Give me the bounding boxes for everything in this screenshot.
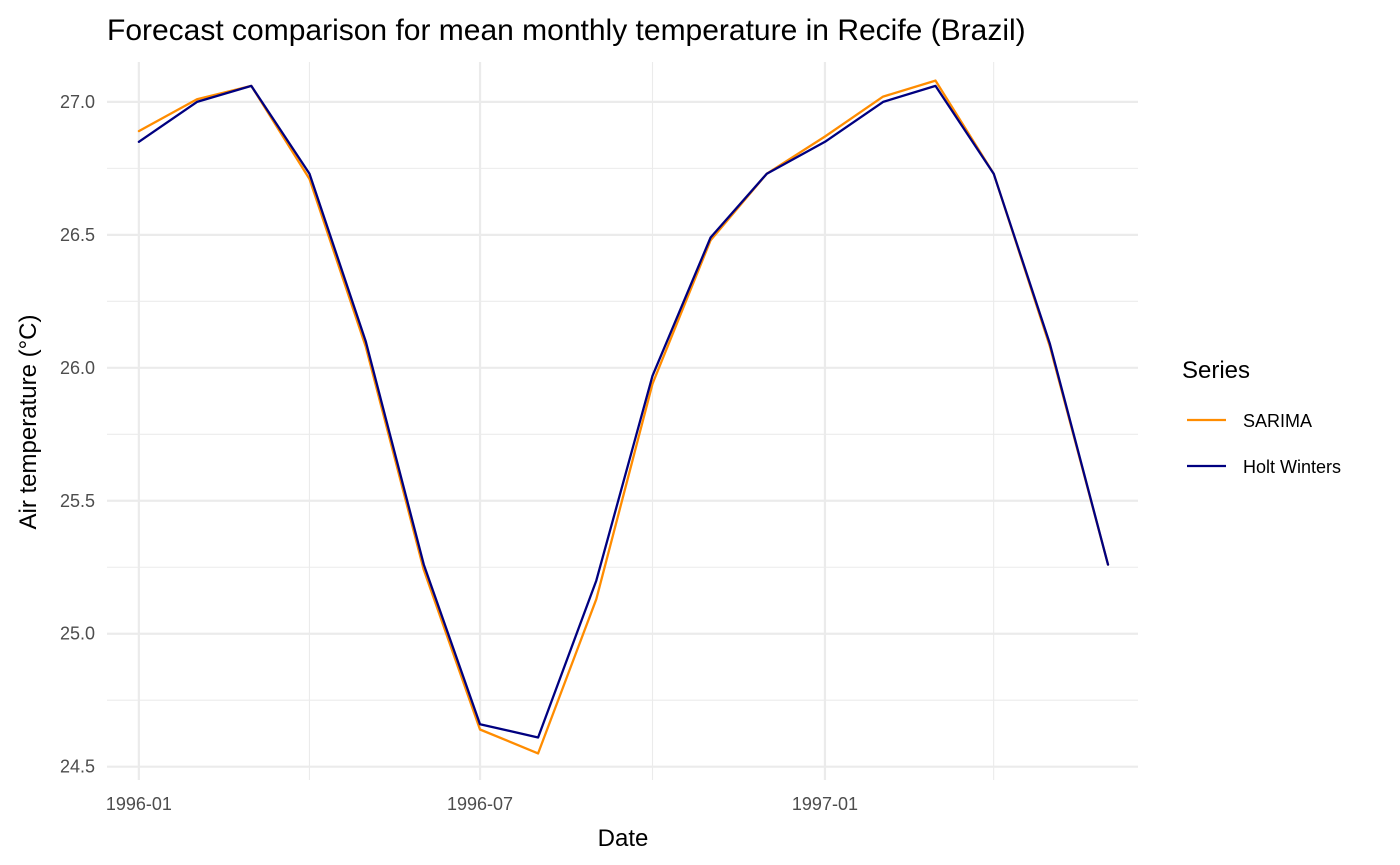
- y-tick-label: 25.5: [60, 491, 95, 511]
- y-axis-ticks: 24.5 25.0 25.5 26.0 26.5 27.0: [60, 92, 95, 777]
- series-line-holt-winters: [137, 84, 1110, 739]
- series-line-sarima: [137, 79, 1110, 755]
- y-tick-label: 26.5: [60, 225, 95, 245]
- legend-label: Holt Winters: [1243, 457, 1341, 477]
- grid: [107, 62, 1138, 780]
- y-axis-title: Air temperature (°C): [15, 315, 42, 530]
- x-tick-label: 1996-01: [106, 794, 172, 814]
- legend-label: SARIMA: [1243, 411, 1312, 431]
- x-axis-title: Date: [598, 825, 649, 852]
- legend-items: SARIMA Holt Winters: [1187, 411, 1341, 477]
- x-tick-label: 1996-07: [447, 794, 513, 814]
- y-tick-label: 27.0: [60, 92, 95, 112]
- y-tick-label: 25.0: [60, 624, 95, 644]
- legend-title: Series: [1182, 357, 1250, 384]
- x-axis-ticks: 1996-01 1996-07 1997-01: [106, 794, 858, 814]
- y-tick-label: 26.0: [60, 358, 95, 378]
- y-tick-label: 24.5: [60, 757, 95, 777]
- series-layer: [137, 79, 1110, 755]
- x-tick-label: 1997-01: [792, 794, 858, 814]
- chart-title: Forecast comparison for mean monthly tem…: [107, 14, 1026, 47]
- legend: Series SARIMA Holt Winters: [1182, 357, 1341, 477]
